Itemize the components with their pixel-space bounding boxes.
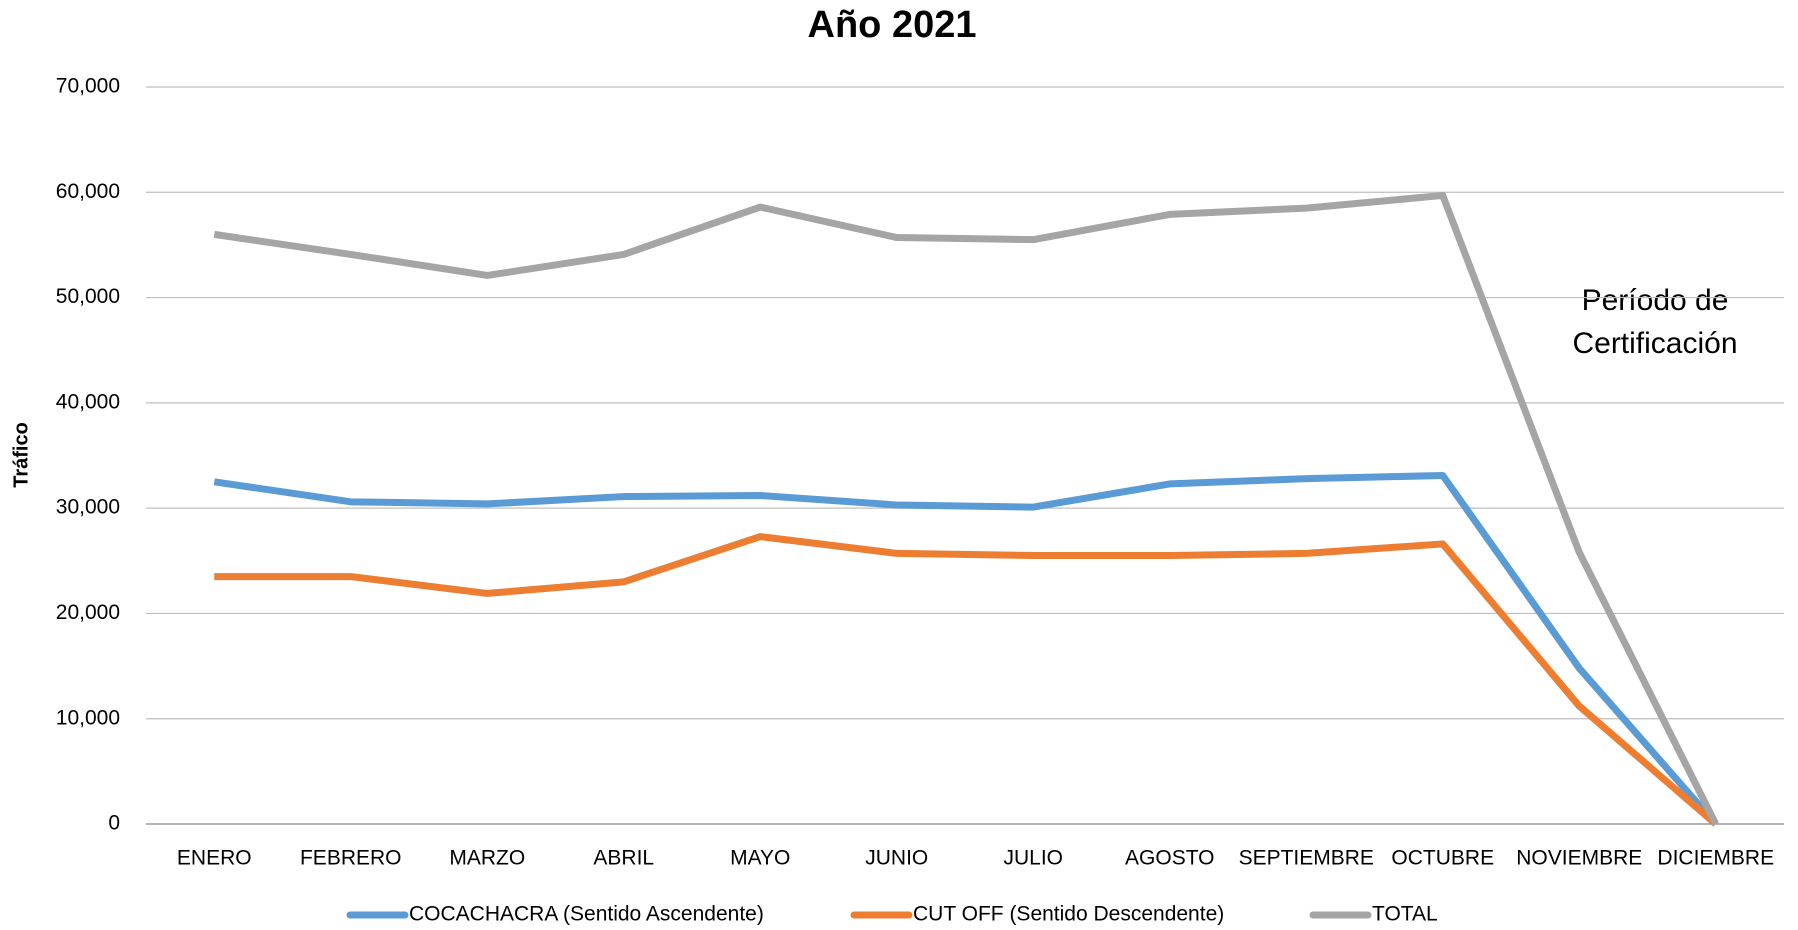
chart-title: Año 2021 — [808, 4, 977, 46]
x-tick-label: NOVIEMBRE — [1516, 847, 1642, 870]
x-tick-label: MAYO — [730, 847, 790, 870]
y-tick-label: 40,000 — [56, 390, 120, 413]
x-tick-label: AGOSTO — [1125, 847, 1214, 870]
legend-label: TOTAL — [1372, 903, 1438, 926]
y-tick-label: 30,000 — [56, 496, 120, 519]
x-tick-label: ENERO — [177, 847, 252, 870]
annotation: Período de — [1582, 284, 1729, 317]
y-tick-label: 20,000 — [56, 601, 120, 624]
y-tick-label: 0 — [108, 812, 120, 835]
x-tick-label: FEBRERO — [300, 847, 402, 870]
series-line — [213, 472, 1719, 827]
y-tick-label: 70,000 — [56, 75, 120, 98]
y-axis-label: Tráfico — [10, 422, 32, 488]
series-line — [213, 191, 1719, 826]
series-line — [214, 533, 1719, 827]
y-tick-label: 50,000 — [56, 285, 120, 308]
x-tick-label: JULIO — [1003, 847, 1063, 870]
legend-label: COCACHACRA (Sentido Ascendente) — [409, 903, 764, 926]
x-tick-label: ABRIL — [593, 847, 654, 870]
y-tick-label: 10,000 — [56, 706, 120, 729]
x-tick-label: SEPTIEMBRE — [1239, 847, 1374, 870]
x-tick-label: MARZO — [449, 847, 525, 870]
x-tick-label: DICIEMBRE — [1657, 847, 1774, 870]
annotation: Certificación — [1572, 327, 1737, 360]
legend-label: CUT OFF (Sentido Descendente) — [913, 903, 1224, 926]
x-tick-label: OCTUBRE — [1391, 847, 1494, 870]
x-tick-label: JUNIO — [865, 847, 928, 870]
y-tick-label: 60,000 — [56, 180, 120, 203]
